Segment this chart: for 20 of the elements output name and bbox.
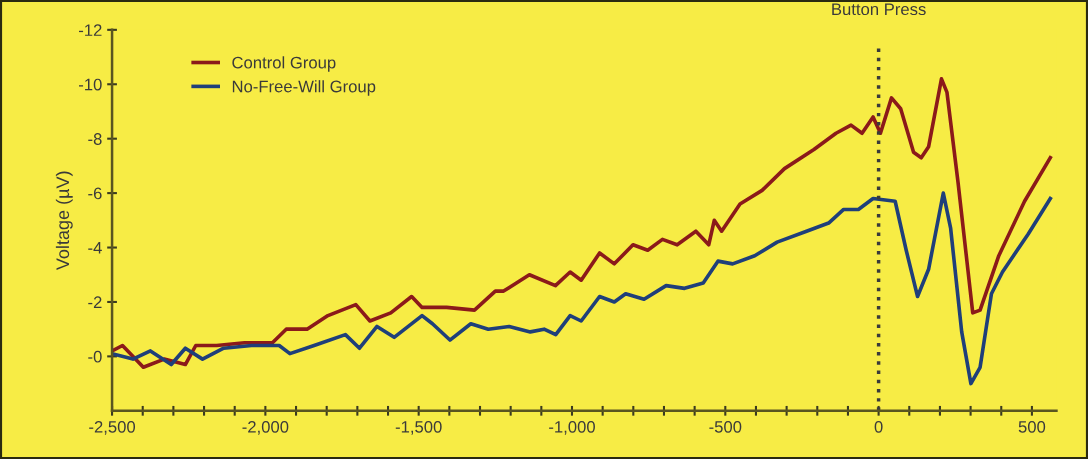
y-tick-label: -10 xyxy=(79,78,102,91)
x-tick-label: -2,000 xyxy=(242,420,289,435)
x-tick-label: -1,500 xyxy=(395,420,442,435)
line-series xyxy=(112,77,1053,370)
x-tick-label: -1,000 xyxy=(549,420,595,435)
x-tick-label: 0 xyxy=(874,420,883,433)
ref-line-label: Button Press xyxy=(832,3,926,16)
x-tick-label: -2,500 xyxy=(89,420,136,435)
y-tick-label: -6 xyxy=(88,187,102,200)
y-tick-label: -0 xyxy=(88,350,102,363)
x-tick-label: -500 xyxy=(709,420,742,433)
y-tick-label: -8 xyxy=(88,133,102,145)
x-tick-label: 500 xyxy=(1018,420,1046,433)
y-tick-label: -12 xyxy=(79,24,102,36)
line-series xyxy=(112,191,1053,386)
y-tick-label: -4 xyxy=(88,242,102,254)
y-tick-label: -2 xyxy=(88,296,102,308)
y-axis-title: Voltage (µV) xyxy=(55,171,73,271)
legend-label: No-Free-Will Group xyxy=(232,80,376,96)
legend-label: Control Group xyxy=(232,56,336,72)
